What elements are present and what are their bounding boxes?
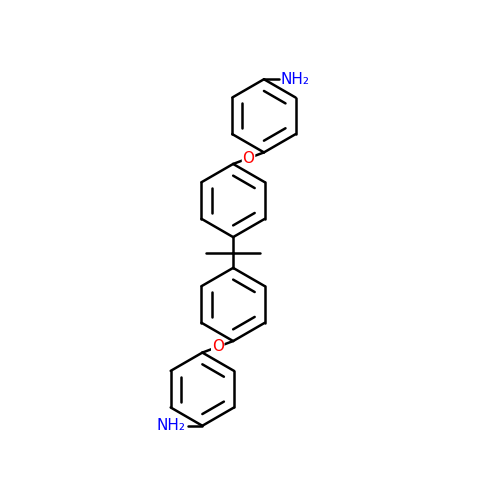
- Text: NH₂: NH₂: [280, 72, 310, 87]
- Text: O: O: [242, 150, 254, 166]
- Text: O: O: [212, 340, 224, 354]
- Text: NH₂: NH₂: [157, 418, 186, 433]
